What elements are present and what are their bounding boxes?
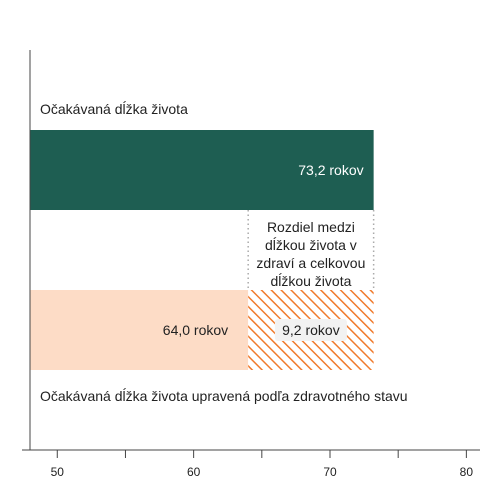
value-label-life-expectancy: 73,2 rokov	[298, 162, 363, 178]
x-tick-label: 50	[51, 465, 65, 479]
x-tick-label: 70	[323, 465, 337, 479]
bar-health-adjusted-life-expectancy	[30, 290, 249, 370]
bar-label-life-expectancy: Očakávaná dĺžka života	[40, 100, 188, 117]
gap-annotation-line: dĺžkou života v	[265, 236, 357, 253]
x-tick-label: 60	[187, 465, 201, 479]
bar-life-expectancy	[30, 130, 374, 210]
plot-area: Očakávaná dĺžka života 73,2 rokov Rozdiel …	[22, 50, 480, 479]
gap-annotation-line: dĺžkou života	[270, 272, 351, 289]
gap-value-label-background	[274, 319, 347, 341]
bar-label-health-adjusted: Očakávaná dĺžka života upravená podľa zd…	[40, 387, 408, 404]
value-label-health-adjusted: 64,0 rokov	[163, 322, 228, 338]
gap-annotation-line: zdraví a celkovou	[256, 255, 365, 271]
x-tick-label: 80	[460, 465, 474, 479]
gap-value-label: 9,2 rokov	[282, 322, 340, 338]
gap-annotation-line: Rozdiel medzi	[267, 219, 355, 235]
